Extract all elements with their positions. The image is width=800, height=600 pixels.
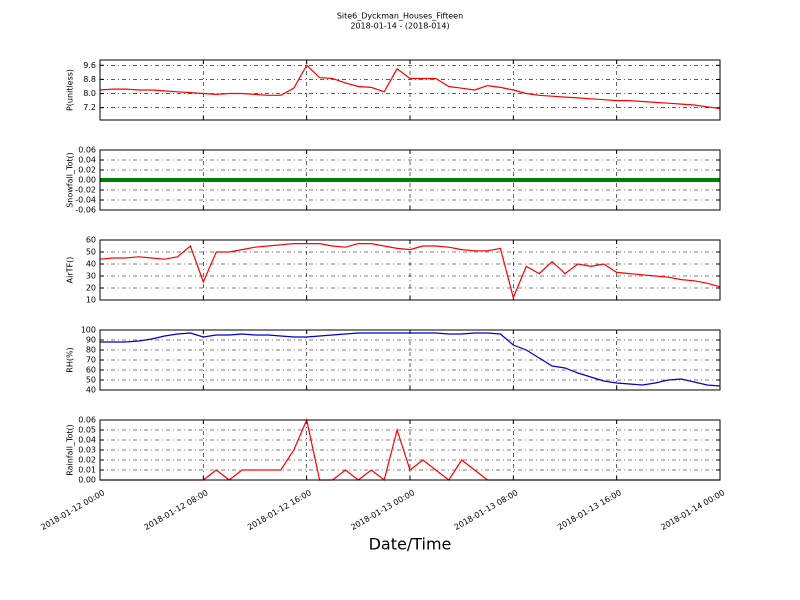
chart-subtitle: 2018-01-14 - (2018-014) bbox=[350, 22, 449, 31]
y-axis-label: P(unitless) bbox=[66, 69, 75, 111]
y-tick-label: 20 bbox=[86, 284, 96, 293]
x-tick-label: 2018-01-14 00:00 bbox=[659, 488, 726, 532]
data-line bbox=[99, 243, 721, 300]
y-tick-label: 0.04 bbox=[78, 156, 96, 165]
plot-frame bbox=[99, 59, 721, 121]
y-tick-label: 0.05 bbox=[78, 426, 96, 435]
x-tick-label: 2018-01-13 16:00 bbox=[556, 488, 623, 532]
y-tick-label: 30 bbox=[86, 272, 96, 281]
y-tick-label: 40 bbox=[86, 260, 96, 269]
y-tick-label: 0.02 bbox=[78, 166, 96, 175]
y-tick-label: 0.02 bbox=[78, 456, 96, 465]
y-tick-label: 7.2 bbox=[83, 103, 96, 112]
y-tick-label: 0.06 bbox=[78, 416, 96, 425]
x-tick-label: 2018-01-12 00:00 bbox=[39, 488, 106, 532]
y-tick-label: 50 bbox=[86, 248, 96, 257]
y-axis-label: Snowfall_Tot() bbox=[66, 152, 75, 208]
y-tick-label: 8.0 bbox=[83, 89, 96, 98]
y-tick-label: 100 bbox=[81, 326, 96, 335]
y-tick-label: 0.03 bbox=[78, 446, 96, 455]
y-tick-label: 80 bbox=[86, 346, 96, 355]
y-tick-label: 0.00 bbox=[78, 476, 96, 485]
data-line bbox=[100, 332, 721, 387]
x-tick-label: 2018-01-12 08:00 bbox=[143, 488, 210, 532]
y-tick-label: 0.00 bbox=[78, 176, 96, 185]
y-tick-label: 9.6 bbox=[83, 61, 96, 70]
x-tick-label: 2018-01-13 08:00 bbox=[453, 488, 520, 532]
y-tick-label: 50 bbox=[86, 376, 96, 385]
y-tick-label: -0.02 bbox=[75, 186, 96, 195]
y-tick-label: 60 bbox=[86, 236, 96, 245]
y-tick-label: -0.04 bbox=[75, 196, 96, 205]
y-tick-label: 0.04 bbox=[78, 436, 96, 445]
y-axis-label: Rainfall_Tot() bbox=[66, 424, 75, 476]
chart-title: Site6_Dyckman_Houses_Fifteen bbox=[337, 12, 463, 21]
y-tick-label: 40 bbox=[86, 386, 96, 395]
y-axis-label: AirTF() bbox=[66, 257, 75, 284]
y-tick-label: 8.8 bbox=[83, 75, 96, 84]
y-tick-label: 10 bbox=[86, 296, 96, 305]
x-axis-label: Date/Time bbox=[369, 535, 452, 554]
y-tick-label: 0.01 bbox=[78, 466, 96, 475]
y-axis-label: RH(%) bbox=[66, 347, 75, 372]
y-tick-label: 90 bbox=[86, 336, 96, 345]
data-line bbox=[99, 64, 721, 110]
y-tick-label: 0.06 bbox=[78, 146, 96, 155]
y-tick-label: 60 bbox=[86, 366, 96, 375]
x-tick-label: 2018-01-13 00:00 bbox=[349, 488, 416, 532]
plot-frame bbox=[99, 329, 721, 391]
plot-frame bbox=[99, 239, 721, 301]
plot-frame bbox=[99, 149, 721, 211]
y-tick-label: -0.06 bbox=[75, 206, 96, 215]
x-tick-label: 2018-01-12 16:00 bbox=[246, 488, 313, 532]
plot-frame bbox=[99, 419, 721, 481]
y-tick-label: 70 bbox=[86, 356, 96, 365]
